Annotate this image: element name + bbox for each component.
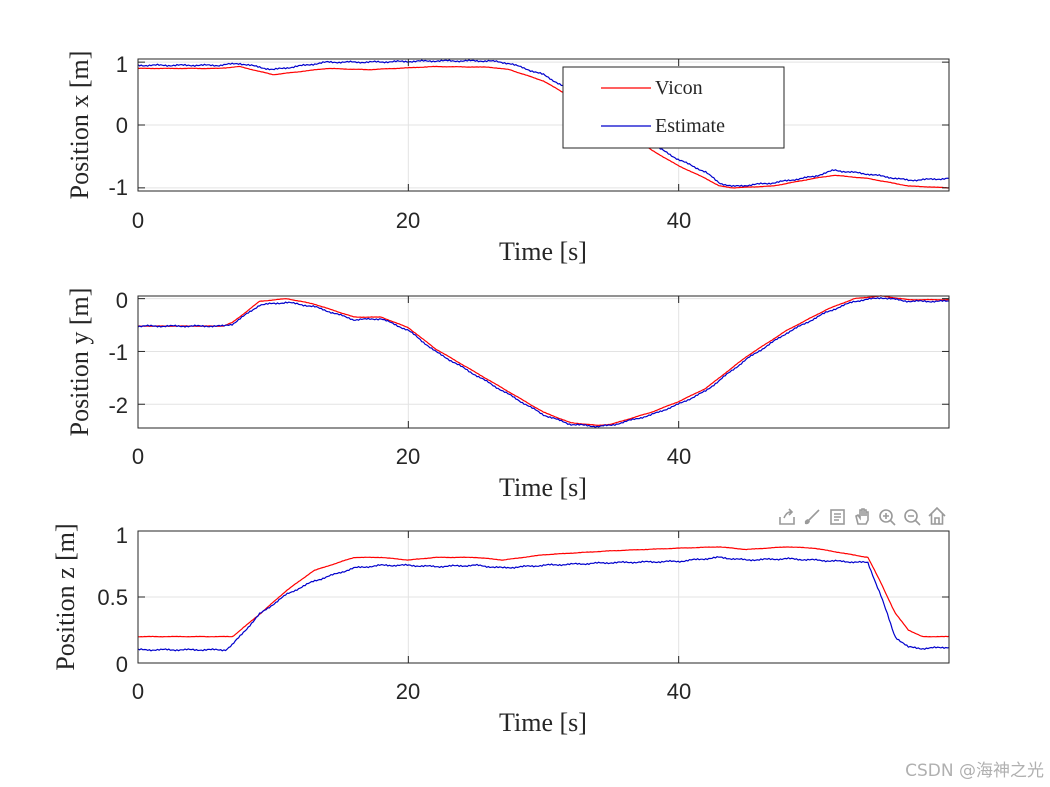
export-icon[interactable] — [779, 508, 795, 525]
series-layer — [137, 59, 950, 189]
x-tick-label: 20 — [396, 679, 420, 704]
x-axis-label: Time [s] — [499, 708, 587, 737]
home-icon[interactable] — [928, 506, 946, 525]
zoom-out-icon[interactable] — [904, 509, 921, 526]
pan-icon[interactable] — [855, 508, 869, 525]
y-tick-label: -2 — [108, 393, 128, 418]
y-axis-label: Position x [m] — [65, 51, 94, 200]
subplot-x-position: 0 20 40 1 0 -1 Time [s] Position x [m] V… — [65, 51, 950, 266]
legend[interactable]: Vicon Estimate — [562, 66, 785, 149]
y-axis-label: Position y [m] — [65, 288, 94, 437]
series-line-estimate — [137, 297, 949, 428]
y-tick-label: 1 — [116, 52, 128, 77]
x-axis-label: Time [s] — [499, 473, 587, 502]
zoom-in-icon[interactable] — [879, 509, 896, 526]
x-ticks — [137, 296, 680, 428]
x-tick-label: 0 — [132, 444, 144, 469]
y-gridlines — [138, 298, 949, 405]
axes-box — [137, 295, 950, 429]
x-tick-label: 40 — [667, 208, 691, 233]
x-gridlines — [407, 296, 680, 428]
axes-toolbar — [779, 506, 946, 526]
x-tick-label: 0 — [132, 208, 144, 233]
series-line-vicon — [138, 546, 950, 638]
y-ticks — [138, 298, 949, 405]
x-tick-label: 40 — [667, 444, 691, 469]
series-line-estimate — [137, 556, 950, 652]
y-gridlines — [138, 61, 949, 189]
legend-label-vicon: Vicon — [655, 77, 703, 99]
y-ticks — [138, 61, 949, 189]
x-axis-label: Time [s] — [499, 237, 587, 266]
y-axis-label: Position z [m] — [51, 523, 80, 670]
y-ticks — [138, 530, 949, 664]
y-tick-label: -1 — [108, 340, 128, 365]
series-line-vicon — [138, 295, 950, 427]
series-layer — [137, 546, 950, 652]
series-line-estimate — [137, 59, 950, 188]
y-tick-label: 0 — [116, 652, 128, 677]
x-ticks — [137, 531, 680, 663]
watermark: CSDN @海神之光 — [905, 761, 1044, 781]
y-tick-label: 0.5 — [97, 585, 128, 610]
y-tick-label: 0 — [116, 288, 128, 313]
y-tick-label: 1 — [116, 523, 128, 548]
x-tick-label: 40 — [667, 679, 691, 704]
brush-icon[interactable] — [804, 509, 820, 525]
y-tick-label: -1 — [108, 175, 128, 200]
x-tick-label: 0 — [132, 679, 144, 704]
x-tick-label: 20 — [396, 444, 420, 469]
series-line-vicon — [138, 65, 950, 189]
plot-area — [138, 296, 949, 428]
datatip-icon[interactable] — [830, 509, 845, 525]
legend-label-estimate: Estimate — [655, 115, 725, 137]
subplot-z-position: 0 20 40 1 0.5 0 Time [s] Position z [m] — [51, 523, 950, 737]
series-layer — [137, 295, 950, 428]
y-tick-label: 0 — [116, 113, 128, 138]
x-tick-label: 20 — [396, 208, 420, 233]
legend-box — [562, 66, 785, 149]
subplot-y-position: 0 20 40 0 -1 -2 Time [s] Position y [m] — [65, 288, 950, 502]
